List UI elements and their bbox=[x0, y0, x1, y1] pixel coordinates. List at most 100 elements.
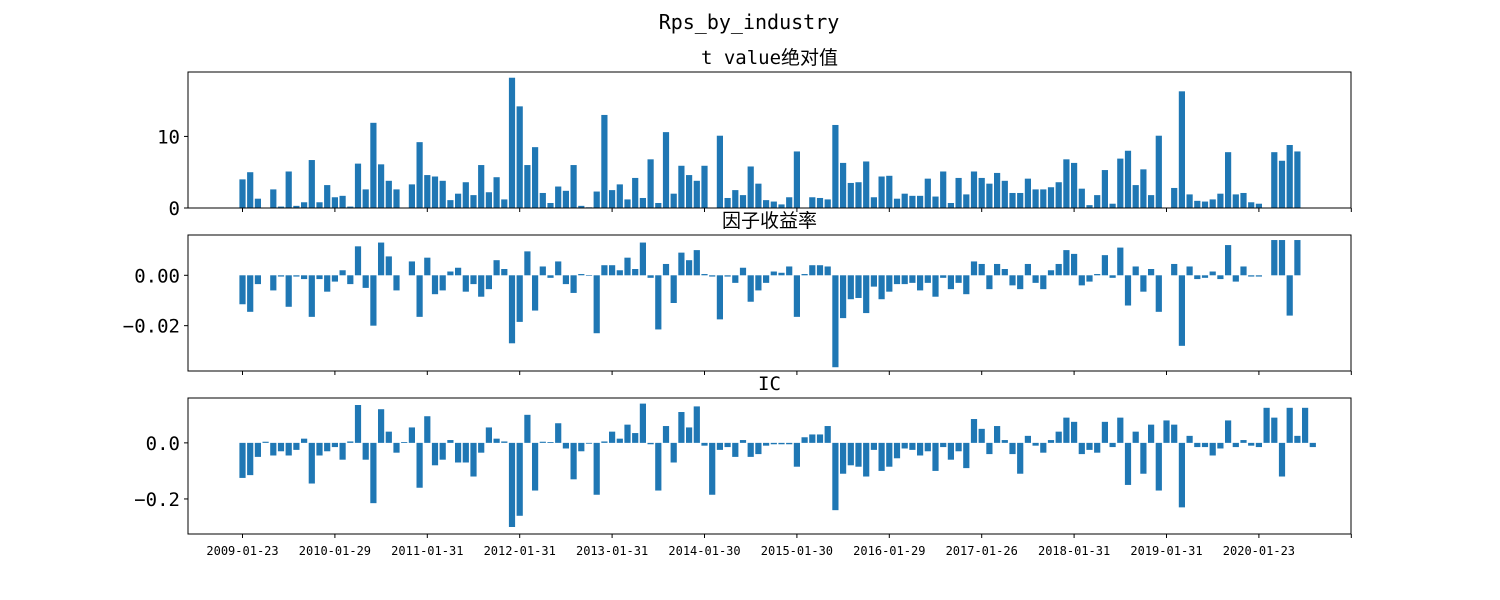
bar bbox=[270, 275, 277, 291]
bar bbox=[1078, 442, 1085, 455]
bar bbox=[755, 183, 762, 208]
bar bbox=[732, 275, 739, 283]
bar bbox=[424, 416, 431, 443]
bar bbox=[516, 442, 523, 516]
bar bbox=[840, 162, 847, 208]
bar bbox=[370, 442, 377, 504]
bar bbox=[624, 199, 631, 208]
bar bbox=[793, 151, 800, 208]
bar bbox=[516, 106, 523, 208]
bar bbox=[439, 180, 446, 208]
bar bbox=[493, 438, 500, 443]
bar bbox=[1109, 203, 1116, 208]
bar bbox=[331, 442, 338, 448]
bar bbox=[562, 442, 569, 449]
bar bbox=[1086, 442, 1093, 450]
bar bbox=[709, 275, 716, 277]
bar bbox=[1209, 442, 1216, 456]
bar bbox=[285, 442, 292, 456]
bar bbox=[1132, 185, 1139, 208]
bar bbox=[462, 442, 469, 463]
bar bbox=[778, 272, 785, 276]
x-tick-label: 2020-01-23 bbox=[1223, 544, 1295, 558]
bar bbox=[378, 409, 385, 443]
bar bbox=[439, 442, 446, 460]
bar bbox=[508, 77, 516, 208]
bar bbox=[1232, 442, 1239, 448]
bar bbox=[547, 442, 554, 443]
bar bbox=[401, 442, 408, 443]
bar bbox=[863, 442, 870, 477]
bar bbox=[370, 122, 377, 208]
bar bbox=[462, 182, 469, 208]
bar bbox=[662, 132, 670, 208]
bar bbox=[755, 442, 762, 455]
bar bbox=[501, 441, 508, 443]
bar bbox=[1201, 201, 1209, 208]
bar bbox=[539, 192, 546, 208]
bar bbox=[1101, 421, 1108, 443]
bar bbox=[570, 165, 577, 208]
bar bbox=[254, 442, 261, 457]
bar bbox=[301, 438, 308, 443]
bar bbox=[824, 266, 831, 276]
bar bbox=[424, 257, 431, 276]
bar bbox=[516, 275, 523, 322]
bar bbox=[963, 194, 970, 208]
bar bbox=[824, 199, 831, 208]
bar bbox=[1140, 275, 1147, 292]
bar bbox=[385, 180, 392, 208]
y-tick-label: 0.0 bbox=[146, 433, 180, 455]
bar bbox=[1271, 417, 1278, 443]
bar bbox=[501, 199, 508, 208]
bar bbox=[840, 442, 847, 474]
bar bbox=[855, 442, 862, 467]
bar bbox=[970, 419, 978, 443]
bar bbox=[1071, 421, 1078, 443]
bar bbox=[847, 275, 854, 300]
bar bbox=[362, 275, 369, 288]
bar bbox=[1240, 192, 1247, 208]
bar bbox=[763, 442, 770, 446]
subplots: t value绝对值 0 10 因子收益率 0.00 −0.02 IC 0.0 −0.2 2009… bbox=[123, 47, 1352, 558]
bar bbox=[878, 176, 885, 208]
bar bbox=[1302, 407, 1309, 443]
bar bbox=[816, 197, 824, 208]
bar bbox=[1063, 250, 1070, 276]
axes-frame bbox=[187, 397, 1352, 535]
x-tick-label: 2011-01-31 bbox=[391, 544, 463, 558]
x-tick-label: 2010-01-29 bbox=[299, 544, 371, 558]
bar bbox=[532, 275, 539, 311]
bar bbox=[1171, 263, 1178, 276]
bar bbox=[724, 197, 731, 208]
bar bbox=[686, 427, 693, 443]
bar bbox=[316, 442, 323, 456]
bar bbox=[947, 202, 954, 208]
bar bbox=[809, 265, 816, 276]
subplot-1: t value绝对值 0 10 bbox=[157, 47, 1352, 220]
bar bbox=[601, 265, 608, 276]
bar bbox=[277, 206, 285, 208]
bar bbox=[470, 195, 477, 208]
bar bbox=[724, 275, 731, 277]
bar bbox=[1148, 195, 1155, 208]
bar bbox=[732, 442, 739, 457]
bar bbox=[324, 275, 331, 292]
bar bbox=[1017, 192, 1024, 208]
bar bbox=[1024, 178, 1031, 208]
bar bbox=[524, 414, 531, 443]
bar bbox=[331, 275, 338, 282]
bar bbox=[755, 275, 762, 291]
bar bbox=[470, 442, 477, 477]
bar bbox=[924, 275, 931, 283]
bar bbox=[1232, 194, 1239, 208]
x-tick-label: 2009-01-23 bbox=[206, 544, 278, 558]
subplot-3: IC 0.0 −0.2 2009-01-23 2010-01-29 2011-01-31 2… bbox=[134, 373, 1352, 558]
bar bbox=[955, 442, 962, 452]
bar bbox=[293, 205, 300, 208]
bar bbox=[778, 204, 785, 208]
bar bbox=[670, 275, 677, 303]
bar bbox=[863, 275, 870, 314]
bar bbox=[763, 275, 770, 283]
bar bbox=[539, 266, 546, 276]
